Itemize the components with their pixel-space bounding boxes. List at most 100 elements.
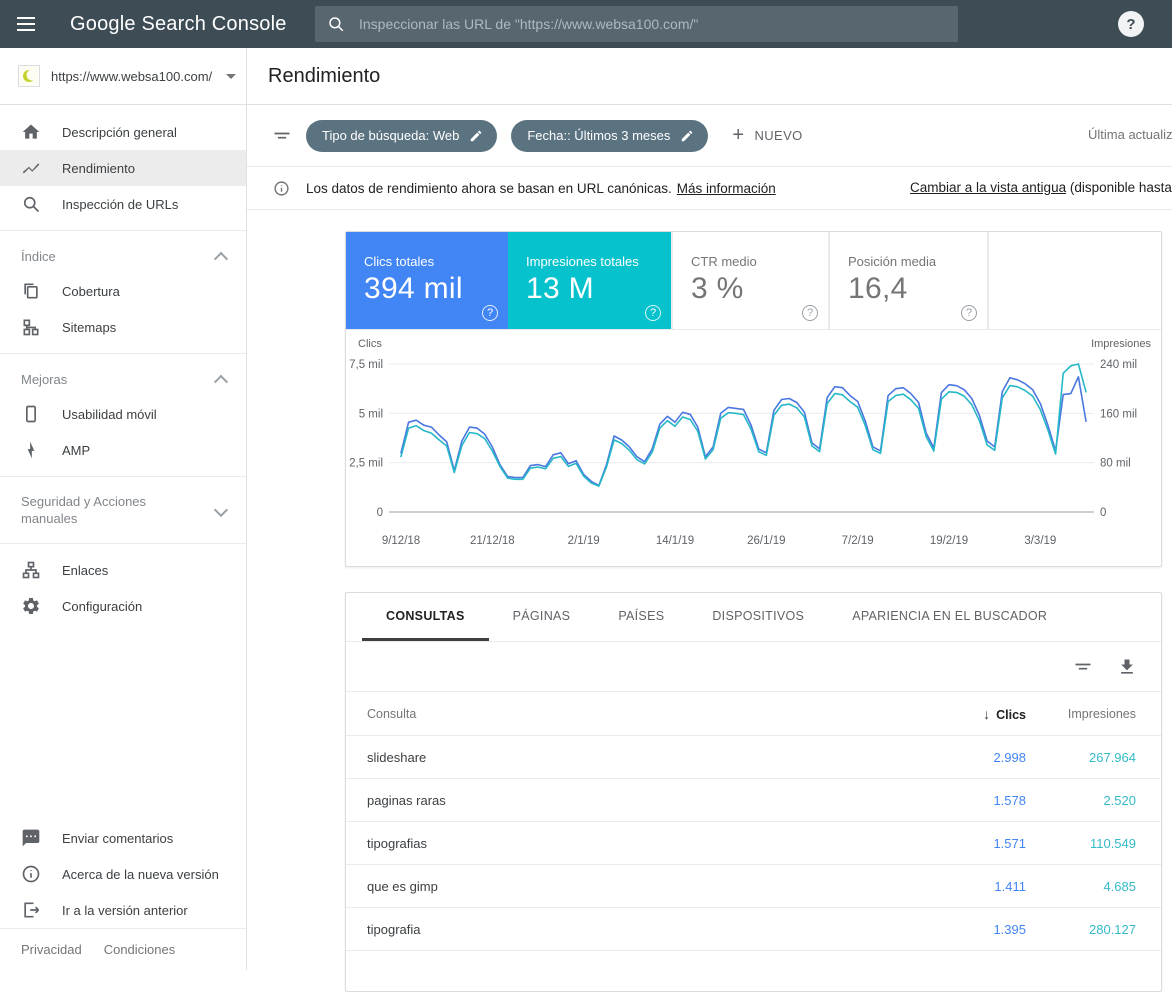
help-icon[interactable]: ? xyxy=(961,305,977,321)
chevron-down-icon xyxy=(213,502,229,518)
metric-average-position[interactable]: Posición media 16,4 ? xyxy=(828,232,989,329)
metric-average-ctr[interactable]: CTR medio 3 % ? xyxy=(671,232,828,329)
sidebar-item-send-feedback[interactable]: Enviar comentarios xyxy=(0,820,246,856)
tab-devices[interactable]: DISPOSITIVOS xyxy=(712,608,805,623)
svg-text:3/3/19: 3/3/19 xyxy=(1024,535,1056,547)
column-header-impressions[interactable]: Impresiones xyxy=(1067,706,1136,721)
svg-text:160 mil: 160 mil xyxy=(1100,408,1137,420)
new-filter-button[interactable]: + NUEVO xyxy=(732,124,803,146)
sidebar-item-about-new-version[interactable]: Acerca de la nueva versión xyxy=(0,856,246,892)
tab-queries[interactable]: CONSULTAS xyxy=(362,593,489,641)
home-icon xyxy=(22,124,40,139)
property-url: https://www.websa100.com/ xyxy=(51,68,213,84)
help-icon[interactable]: ? xyxy=(1118,11,1144,37)
sidebar-item-performance[interactable]: Rendimiento xyxy=(0,150,246,186)
filter-chip-search-type[interactable]: Tipo de búsqueda: Web xyxy=(306,119,498,152)
column-header-query[interactable]: Consulta xyxy=(367,706,417,721)
pencil-icon[interactable] xyxy=(680,129,694,143)
table-row[interactable]: paginas raras 1.578 2.520 xyxy=(346,779,1161,822)
help-icon[interactable]: ? xyxy=(645,305,661,321)
help-icon[interactable]: ? xyxy=(482,305,498,321)
last-update-text: Última actualiza xyxy=(1088,127,1172,142)
sidebar-item-label: Acerca de la nueva versión xyxy=(62,866,219,882)
info-icon xyxy=(274,180,289,196)
help-icon[interactable]: ? xyxy=(802,305,818,321)
svg-text:2,5 mil: 2,5 mil xyxy=(349,458,383,470)
url-inspect-input[interactable] xyxy=(359,16,919,32)
metric-tiles: Clics totales 394 mil ? Impresiones tota… xyxy=(346,232,1161,330)
divider xyxy=(0,353,246,354)
sidebar-item-label: Cobertura xyxy=(62,283,120,299)
pencil-icon[interactable] xyxy=(469,129,483,143)
search-icon xyxy=(329,17,344,32)
tab-search-appearance[interactable]: APARIENCIA EN EL BUSCADOR xyxy=(852,608,1048,623)
sidebar-item-coverage[interactable]: Cobertura xyxy=(0,273,246,309)
menu-icon[interactable] xyxy=(17,12,41,36)
sidebar-item-sitemaps[interactable]: Sitemaps xyxy=(0,309,246,345)
sidebar-item-go-to-old-version[interactable]: Ir a la versión anterior xyxy=(0,892,246,928)
legal-links: Privacidad Condiciones xyxy=(0,928,246,970)
trending-up-icon xyxy=(22,163,40,174)
more-info-link[interactable]: Más información xyxy=(676,180,776,196)
info-icon xyxy=(22,865,40,883)
table-row[interactable]: que es gimp 1.411 4.685 xyxy=(346,865,1161,908)
divider xyxy=(0,543,246,544)
svg-text:26/1/19: 26/1/19 xyxy=(747,535,785,547)
sidebar: https://www.websa100.com/ Descripción ge… xyxy=(0,48,247,970)
performance-line-chart[interactable]: 7,5 mil 5 mil 2,5 mil 0 240 mil 160 mil 80 mil… xyxy=(346,352,1163,557)
sidebar-item-overview[interactable]: Descripción general xyxy=(0,114,246,150)
section-index[interactable]: Índice xyxy=(0,239,246,273)
table-row[interactable]: tipografia 1.395 280.127 xyxy=(346,908,1161,951)
tab-pages[interactable]: PÁGINAS xyxy=(512,608,571,623)
left-axis-title: Clics xyxy=(358,338,382,350)
svg-text:0: 0 xyxy=(1100,507,1106,519)
divider xyxy=(0,230,246,231)
svg-text:2/1/19: 2/1/19 xyxy=(568,535,600,547)
feedback-icon xyxy=(22,829,40,847)
chevron-down-icon xyxy=(226,73,237,79)
main-content: Rendimiento Tipo de búsqueda: Web Fecha:… xyxy=(247,48,1172,992)
sidebar-item-label: Ir a la versión anterior xyxy=(62,902,188,918)
sidebar-item-label: Configuración xyxy=(62,598,143,614)
switch-old-view-link[interactable]: Cambiar a la vista antigua xyxy=(910,180,1067,195)
svg-text:9/12/18: 9/12/18 xyxy=(382,535,420,547)
filter-icon[interactable] xyxy=(272,126,292,146)
plus-icon: + xyxy=(732,124,745,146)
svg-text:14/1/19: 14/1/19 xyxy=(656,535,694,547)
metric-total-impressions[interactable]: Impresiones totales 13 M ? xyxy=(508,232,671,329)
table-row[interactable]: slideshare 2.998 267.964 xyxy=(346,736,1161,779)
sidebar-item-label: Usabilidad móvil xyxy=(62,406,157,422)
svg-text:240 mil: 240 mil xyxy=(1100,359,1137,371)
svg-text:0: 0 xyxy=(377,507,383,519)
table-row[interactable]: tipografias 1.571 110.549 xyxy=(346,822,1161,865)
tab-countries[interactable]: PAÍSES xyxy=(618,608,665,623)
section-security-manual-actions[interactable]: Seguridad y Acciones manuales xyxy=(0,485,246,535)
sidebar-item-url-inspection[interactable]: Inspección de URLs xyxy=(0,186,246,222)
url-inspect-searchbar[interactable] xyxy=(315,6,958,42)
svg-text:80 mil: 80 mil xyxy=(1100,458,1131,470)
sidebar-item-label: Descripción general xyxy=(62,124,177,140)
metric-total-clicks[interactable]: Clics totales 394 mil ? xyxy=(346,232,508,329)
table-header: Consulta ↓ Clics Impresiones xyxy=(346,692,1161,736)
svg-text:21/12/18: 21/12/18 xyxy=(470,535,515,547)
sidebar-item-links[interactable]: Enlaces xyxy=(0,552,246,588)
terms-link[interactable]: Condiciones xyxy=(103,942,176,957)
privacy-link[interactable]: Privacidad xyxy=(21,942,82,957)
section-enhancements[interactable]: Mejoras xyxy=(0,362,246,396)
column-header-clicks[interactable]: ↓ Clics xyxy=(983,705,1026,722)
performance-card: Clics totales 394 mil ? Impresiones tota… xyxy=(345,231,1162,567)
sidebar-item-settings[interactable]: Configuración xyxy=(0,588,246,624)
links-icon xyxy=(22,561,40,579)
page-header: Rendimiento xyxy=(247,48,1172,105)
old-view-note: (disponible hasta el xyxy=(1069,180,1172,195)
property-selector[interactable]: https://www.websa100.com/ xyxy=(0,48,246,105)
download-icon[interactable] xyxy=(1117,657,1137,677)
sidebar-item-amp[interactable]: AMP xyxy=(0,432,246,468)
sidebar-item-label: AMP xyxy=(62,442,91,458)
svg-text:5 mil: 5 mil xyxy=(359,408,383,420)
filter-chip-date[interactable]: Fecha:: Últimos 3 meses xyxy=(511,119,709,152)
table-filter-icon[interactable] xyxy=(1073,657,1093,677)
old-view-area: Cambiar a la vista antigua (disponible h… xyxy=(910,180,1172,195)
sidebar-item-label: Enviar comentarios xyxy=(62,830,174,846)
sidebar-item-mobile-usability[interactable]: Usabilidad móvil xyxy=(0,396,246,432)
